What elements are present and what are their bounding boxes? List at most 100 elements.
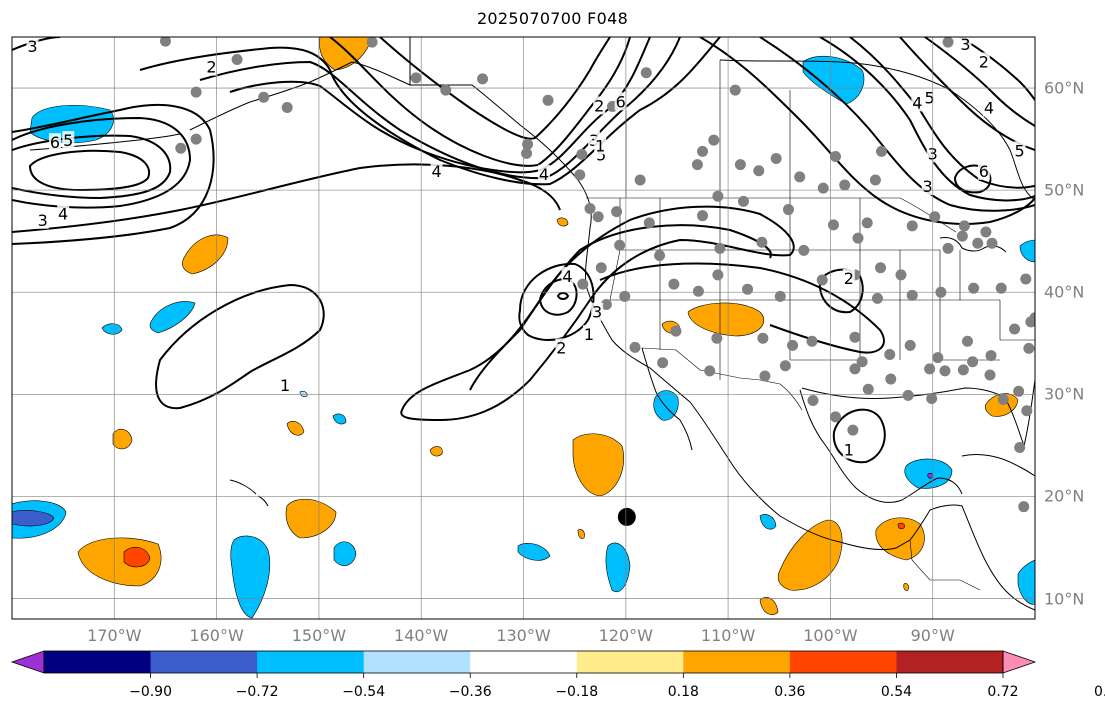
coastline-mexico-east bbox=[799, 389, 963, 503]
shade-orange-lowerleft bbox=[112, 428, 133, 450]
contour-label: 4 bbox=[984, 98, 994, 117]
contour-mid-2 bbox=[469, 224, 772, 391]
contour-east-2 bbox=[759, 37, 1035, 212]
station-marker bbox=[522, 138, 534, 150]
station-marker bbox=[869, 174, 881, 186]
shade-orange-small7 bbox=[556, 217, 569, 227]
station-marker bbox=[849, 363, 861, 375]
contour-label-bg bbox=[62, 131, 75, 150]
station-marker bbox=[692, 285, 704, 297]
station-marker bbox=[1014, 441, 1026, 453]
contour-label-bg bbox=[842, 440, 855, 459]
contour-left-5 bbox=[12, 104, 215, 245]
station-marker bbox=[654, 250, 666, 262]
shade-pink-yucatan bbox=[927, 472, 933, 479]
contour-east-7 bbox=[959, 37, 1035, 101]
contour-label-bg bbox=[582, 325, 595, 344]
station-marker bbox=[577, 278, 589, 290]
shade-red-left bbox=[123, 546, 151, 568]
contour-low-2 bbox=[818, 268, 864, 314]
station-marker bbox=[576, 148, 588, 160]
contour-label: 1 bbox=[280, 376, 290, 395]
station-marker bbox=[985, 350, 997, 362]
lat-tick-label: 10°N bbox=[1044, 589, 1085, 609]
colorbar-segment bbox=[150, 651, 258, 673]
station-marker bbox=[753, 165, 765, 177]
border-state-lines-5 bbox=[959, 250, 1035, 341]
contour-label: 6 bbox=[979, 162, 989, 181]
contour-label: 4 bbox=[58, 205, 68, 224]
colorbar-tick-label: −0.72 bbox=[235, 684, 279, 700]
contour-label-bg bbox=[921, 177, 934, 196]
station-marker bbox=[175, 142, 187, 154]
station-marker bbox=[711, 332, 723, 344]
lat-tick-label: 30°N bbox=[1044, 384, 1085, 404]
shade-orange-mid bbox=[572, 433, 625, 497]
contour-label: 5 bbox=[1015, 141, 1025, 160]
station-marker bbox=[827, 219, 839, 231]
shade-blue-rightedge bbox=[1017, 559, 1035, 605]
colorbar-tick-label: 0.54 bbox=[880, 684, 913, 700]
colorbar-segment bbox=[576, 651, 684, 673]
contour-left-2 bbox=[12, 134, 172, 200]
colorbar-segment bbox=[896, 651, 1004, 673]
lon-tick-label: 140°W bbox=[394, 626, 449, 645]
station-marker bbox=[619, 290, 631, 302]
political-borders bbox=[409, 37, 1035, 591]
station-marker bbox=[997, 393, 1009, 405]
contour-label: 2 bbox=[979, 53, 989, 72]
lon-tick-label: 150°W bbox=[291, 626, 347, 645]
station-marker bbox=[816, 274, 828, 286]
colorbar-tick-label: −0.90 bbox=[129, 684, 172, 700]
station-marker bbox=[640, 67, 652, 79]
contour-label-bg bbox=[959, 37, 972, 54]
gridlines bbox=[12, 37, 1035, 619]
station-marker bbox=[440, 84, 452, 96]
station-marker bbox=[980, 226, 992, 238]
station-marker bbox=[759, 370, 771, 382]
station-marker bbox=[807, 394, 819, 406]
contour-label: 5 bbox=[925, 88, 935, 107]
contour-label: 5 bbox=[63, 131, 73, 150]
colorbar-segment bbox=[789, 651, 897, 673]
contour-label-bg bbox=[911, 93, 924, 112]
lon-tick-label: 170°W bbox=[87, 626, 142, 645]
contour-label: 4 bbox=[912, 93, 922, 112]
station-marker bbox=[958, 220, 970, 232]
station-marker bbox=[657, 357, 669, 369]
station-marker bbox=[929, 211, 941, 223]
station-marker bbox=[817, 182, 829, 194]
shade-blue-east bbox=[1019, 239, 1035, 263]
station-marker bbox=[847, 424, 859, 436]
shade-orange-small2 bbox=[286, 420, 305, 436]
station-marker bbox=[190, 86, 202, 98]
station-marker bbox=[670, 325, 682, 337]
station-marker bbox=[942, 37, 954, 48]
station-marker bbox=[592, 211, 604, 223]
contour-label-bg bbox=[561, 266, 574, 285]
contour-east-1 bbox=[699, 37, 1035, 225]
station-marker bbox=[521, 147, 533, 159]
colorbar-segment bbox=[257, 651, 365, 673]
center-marker bbox=[617, 507, 636, 526]
station-marker bbox=[281, 101, 293, 113]
contour-east-4 bbox=[849, 37, 1035, 189]
contour-label-bg bbox=[594, 136, 607, 155]
border-state-lines-4 bbox=[860, 249, 1000, 361]
lon-tick-label: 110°W bbox=[700, 626, 756, 645]
station-marker bbox=[697, 145, 709, 157]
station-marker bbox=[787, 339, 799, 351]
contour-alaska-5 bbox=[379, 37, 611, 140]
lat-tick-label: 20°N bbox=[1044, 486, 1085, 506]
contour-east-5 bbox=[899, 37, 1035, 151]
contour-east-8 bbox=[953, 164, 992, 194]
colorbar-extend-high bbox=[1002, 650, 1037, 674]
station-marker bbox=[737, 195, 749, 207]
station-marker bbox=[924, 363, 936, 375]
shade-orange-southwest bbox=[687, 302, 765, 337]
border-central-america bbox=[909, 539, 981, 591]
station-marker bbox=[849, 331, 861, 343]
station-marker bbox=[1021, 405, 1033, 417]
station-marker bbox=[830, 411, 842, 423]
station-marker bbox=[600, 299, 612, 311]
